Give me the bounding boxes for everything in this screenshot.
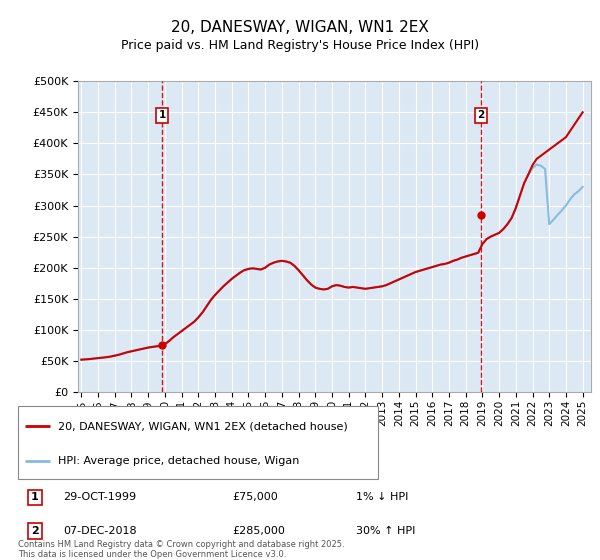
Text: £75,000: £75,000	[232, 492, 278, 502]
FancyBboxPatch shape	[18, 406, 378, 479]
Text: 30% ↑ HPI: 30% ↑ HPI	[356, 526, 416, 536]
Text: 20, DANESWAY, WIGAN, WN1 2EX: 20, DANESWAY, WIGAN, WN1 2EX	[171, 20, 429, 35]
Text: 1: 1	[158, 110, 166, 120]
Text: 2: 2	[31, 526, 39, 536]
Text: 1% ↓ HPI: 1% ↓ HPI	[356, 492, 409, 502]
Text: £285,000: £285,000	[232, 526, 285, 536]
Text: 29-OCT-1999: 29-OCT-1999	[63, 492, 136, 502]
Text: Price paid vs. HM Land Registry's House Price Index (HPI): Price paid vs. HM Land Registry's House …	[121, 39, 479, 52]
Text: Contains HM Land Registry data © Crown copyright and database right 2025.
This d: Contains HM Land Registry data © Crown c…	[18, 540, 344, 559]
Text: 1: 1	[31, 492, 39, 502]
Text: 20, DANESWAY, WIGAN, WN1 2EX (detached house): 20, DANESWAY, WIGAN, WN1 2EX (detached h…	[58, 421, 347, 431]
Text: 07-DEC-2018: 07-DEC-2018	[63, 526, 137, 536]
Text: 2: 2	[478, 110, 485, 120]
Text: HPI: Average price, detached house, Wigan: HPI: Average price, detached house, Wiga…	[58, 456, 299, 465]
